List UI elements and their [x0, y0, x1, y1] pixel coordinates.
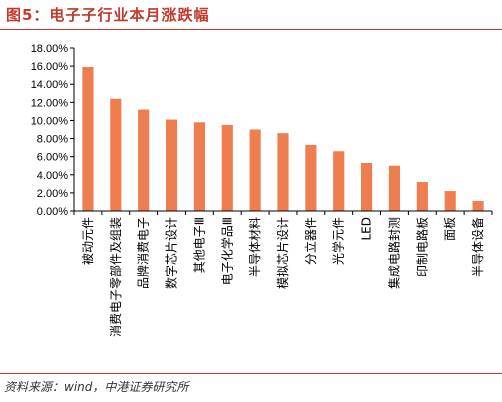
page-title: 图5：电子子行业本月涨跌幅: [6, 6, 210, 24]
y-tick-label: 4.00%: [37, 170, 68, 182]
bar: [333, 151, 345, 211]
x-tick-label: 数字芯片设计: [164, 217, 179, 289]
bar: [472, 201, 484, 211]
y-axis: 0.00% 2.00% 4.00% 6.00% 8.00% 10.00% 12.00% 14.…: [31, 43, 75, 218]
footer-divider: [0, 373, 502, 374]
y-tick-label: 0.00%: [37, 206, 68, 218]
bar: [221, 124, 233, 211]
title-divider: [0, 29, 502, 30]
y-tick-label: 10.00%: [31, 115, 69, 127]
x-tick-label: 面板: [443, 217, 457, 241]
bar: [361, 163, 373, 211]
y-tick-label: 18.00%: [31, 43, 69, 55]
bar: [165, 119, 178, 211]
x-tick-label: 消费电子零部件及组装: [108, 217, 123, 337]
x-tick-label: 其他电子Ⅲ: [192, 217, 206, 273]
bar: [277, 133, 289, 211]
bars: [82, 67, 484, 211]
x-tick-label: 品牌消费电子: [137, 217, 151, 289]
bar: [388, 165, 401, 211]
bar: [138, 109, 150, 211]
y-tick-label: 2.00%: [37, 188, 68, 200]
x-axis: 被动元件 消费电子零部件及组装 品牌消费电子 数字芯片设计 其他电子Ⅲ 电子化学品Ⅲ 半导体…: [73, 210, 493, 337]
y-tick-label: 8.00%: [37, 134, 68, 146]
x-tick-label: LED: [360, 217, 374, 241]
x-tick-label: 被动元件: [81, 217, 95, 265]
y-tick-label: 12.00%: [31, 97, 69, 109]
bar: [82, 67, 94, 211]
y-tick-label: 6.00%: [37, 152, 68, 164]
bar-chart: 0.00% 2.00% 4.00% 6.00% 8.00% 10.00% 12.00% 14.…: [31, 43, 493, 337]
bar: [110, 98, 122, 211]
x-tick-label: 半导体材料: [248, 217, 262, 277]
x-tick-label: 印制电路板: [414, 217, 429, 277]
bar: [416, 182, 428, 211]
source-note: 资料来源：wind，中港证券研究所: [4, 380, 189, 394]
x-tick-label: 光学元件: [331, 217, 346, 265]
bar: [193, 122, 205, 211]
bar: [249, 129, 261, 211]
x-tick-label: 集成电路封测: [386, 217, 401, 289]
bar: [444, 191, 456, 211]
x-tick-label: 半导体设备: [471, 217, 485, 277]
x-tick-label: 分立器件: [303, 217, 318, 265]
x-tick-label: 电子化学品Ⅲ: [219, 217, 234, 285]
x-tick-label: 模拟芯片设计: [276, 217, 290, 289]
y-tick-label: 14.00%: [31, 79, 69, 91]
y-tick-label: 16.00%: [31, 61, 69, 73]
bar: [305, 144, 317, 211]
